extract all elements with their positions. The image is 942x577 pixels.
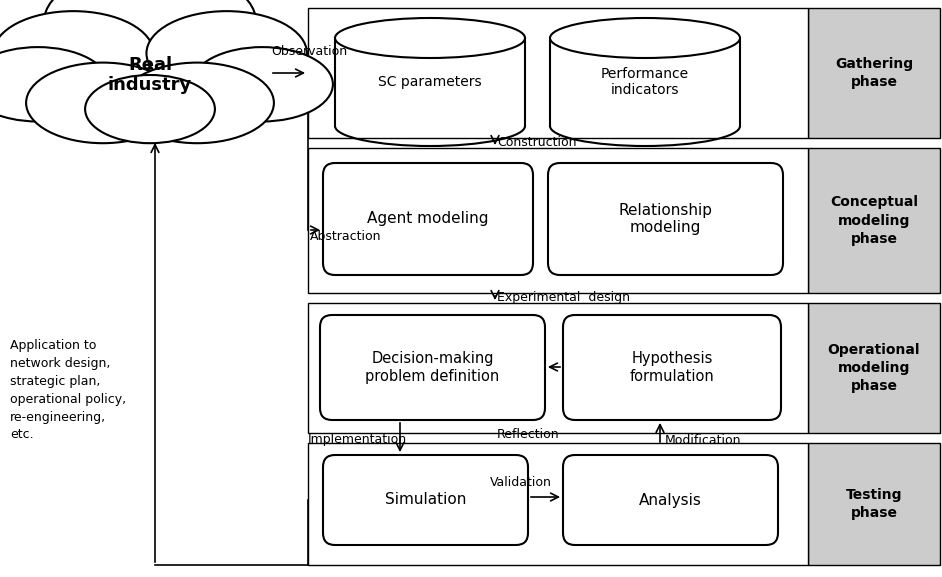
Text: Modification: Modification — [665, 433, 741, 447]
Ellipse shape — [43, 0, 256, 78]
Text: Hypothesis
formulation: Hypothesis formulation — [629, 351, 714, 384]
Bar — [808, 443, 940, 565]
Bar — [308, 8, 808, 138]
Ellipse shape — [0, 11, 154, 95]
Bar — [808, 303, 940, 433]
Bar — [335, 38, 525, 126]
Text: Agent modeling: Agent modeling — [367, 212, 489, 227]
Text: Operational
modeling
phase: Operational modeling phase — [828, 343, 920, 394]
Text: Construction: Construction — [497, 137, 577, 149]
Text: Performance
indicators: Performance indicators — [601, 67, 689, 97]
Text: Real
industry: Real industry — [108, 55, 192, 95]
Text: Application to
network design,
strategic plan,
operational policy,
re-engineerin: Application to network design, strategic… — [10, 339, 126, 441]
Ellipse shape — [146, 11, 307, 95]
Bar — [308, 148, 808, 293]
Text: Validation: Validation — [490, 475, 552, 489]
Ellipse shape — [26, 62, 180, 143]
Bar — [808, 148, 940, 293]
Text: Testing
phase: Testing phase — [846, 488, 902, 520]
Text: Experimental  design: Experimental design — [497, 291, 630, 305]
Ellipse shape — [121, 62, 274, 143]
Text: Implementation: Implementation — [308, 433, 407, 447]
Text: Conceptual
modeling
phase: Conceptual modeling phase — [830, 195, 918, 246]
Ellipse shape — [550, 18, 740, 58]
Text: Abstraction: Abstraction — [310, 230, 382, 243]
Text: Relationship
modeling: Relationship modeling — [619, 203, 712, 235]
Ellipse shape — [191, 47, 333, 122]
Bar — [308, 303, 808, 433]
Text: Gathering
phase: Gathering phase — [835, 57, 913, 89]
Ellipse shape — [335, 18, 525, 58]
Text: SC parameters: SC parameters — [378, 75, 481, 89]
Text: Reflection: Reflection — [497, 429, 560, 441]
Bar — [808, 8, 940, 138]
Bar — [308, 443, 808, 565]
Ellipse shape — [85, 75, 215, 143]
Text: Analysis: Analysis — [639, 493, 702, 508]
Text: Decision-making
problem definition: Decision-making problem definition — [365, 351, 499, 384]
FancyBboxPatch shape — [323, 163, 533, 275]
FancyBboxPatch shape — [548, 163, 783, 275]
Bar — [550, 38, 740, 126]
Text: Observation: Observation — [271, 45, 347, 58]
Ellipse shape — [0, 47, 108, 122]
Text: Simulation: Simulation — [385, 493, 466, 508]
FancyBboxPatch shape — [563, 455, 778, 545]
FancyBboxPatch shape — [563, 315, 781, 420]
FancyBboxPatch shape — [320, 315, 545, 420]
FancyBboxPatch shape — [323, 455, 528, 545]
